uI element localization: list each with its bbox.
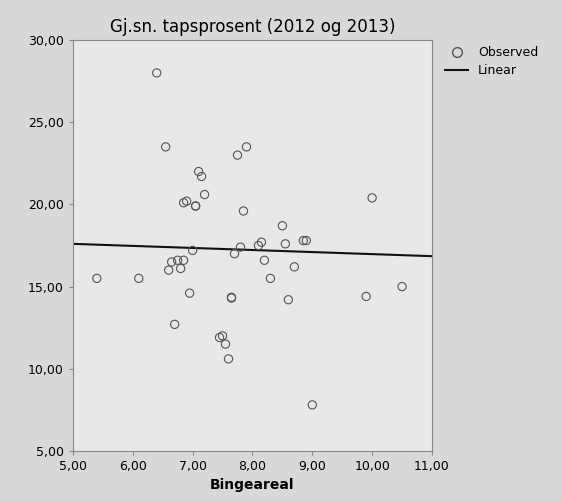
Point bbox=[290, 263, 299, 271]
Point bbox=[173, 257, 182, 265]
Point bbox=[215, 334, 224, 342]
Point bbox=[191, 202, 200, 210]
Point bbox=[221, 340, 230, 348]
Point bbox=[239, 207, 248, 215]
Point bbox=[227, 294, 236, 302]
Point bbox=[93, 275, 102, 283]
Point bbox=[278, 222, 287, 230]
Point bbox=[260, 257, 269, 265]
Point bbox=[230, 249, 239, 258]
Point bbox=[179, 199, 188, 207]
Point bbox=[194, 167, 203, 175]
Point bbox=[281, 240, 290, 248]
Point bbox=[398, 283, 407, 291]
Title: Gj.sn. tapsprosent (2012 og 2013): Gj.sn. tapsprosent (2012 og 2013) bbox=[110, 18, 395, 36]
Point bbox=[179, 257, 188, 265]
X-axis label: Bingeareal: Bingeareal bbox=[210, 478, 295, 492]
Point bbox=[191, 202, 200, 210]
Point bbox=[224, 355, 233, 363]
Point bbox=[197, 172, 206, 180]
Point bbox=[200, 190, 209, 198]
Point bbox=[134, 275, 143, 283]
Point bbox=[299, 236, 308, 244]
Point bbox=[182, 197, 191, 205]
Point bbox=[367, 194, 376, 202]
Legend: Observed, Linear: Observed, Linear bbox=[445, 46, 538, 77]
Point bbox=[170, 320, 179, 328]
Point bbox=[254, 241, 263, 249]
Point bbox=[362, 293, 371, 301]
Point bbox=[302, 236, 311, 244]
Point bbox=[161, 143, 170, 151]
Point bbox=[284, 296, 293, 304]
Point bbox=[188, 246, 197, 255]
Point bbox=[152, 69, 161, 77]
Point bbox=[176, 265, 185, 273]
Point bbox=[233, 151, 242, 159]
Point bbox=[236, 243, 245, 251]
Point bbox=[167, 258, 176, 266]
Point bbox=[218, 332, 227, 340]
Point bbox=[164, 266, 173, 274]
Point bbox=[257, 238, 266, 246]
Point bbox=[266, 275, 275, 283]
Point bbox=[434, 437, 443, 445]
Point bbox=[308, 401, 317, 409]
Point bbox=[242, 143, 251, 151]
Point bbox=[227, 293, 236, 301]
Point bbox=[185, 289, 194, 297]
